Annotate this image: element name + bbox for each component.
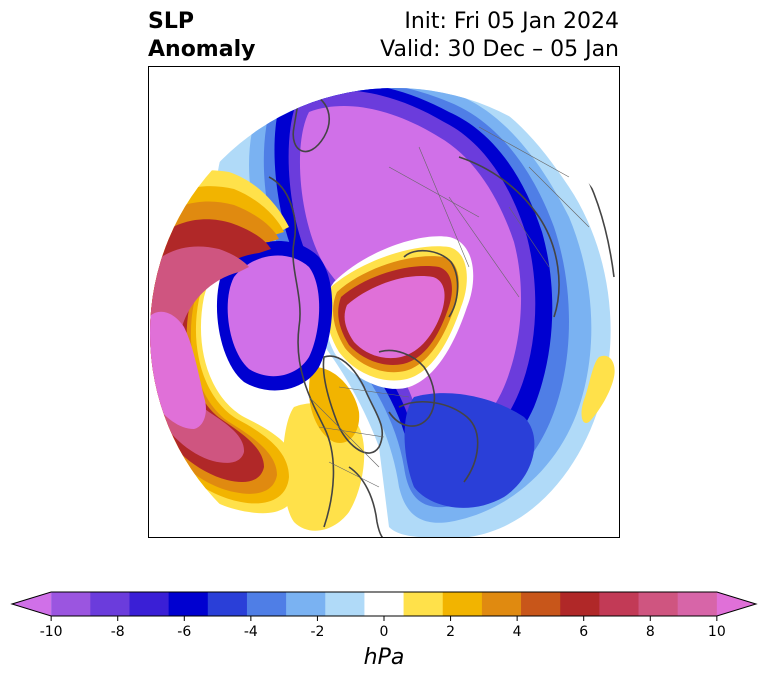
slp-anomaly-map bbox=[148, 66, 620, 538]
init-date-label: Init: Fri 05 Jan 2024 bbox=[404, 9, 619, 34]
forecast-dates: Init: Fri 05 Jan 2024 Valid: 30 Dec – 05… bbox=[380, 8, 619, 64]
colorbar-tick-label: -6 bbox=[177, 624, 191, 640]
colorbar-tick-label: 6 bbox=[579, 624, 588, 640]
colorbar-segment bbox=[168, 592, 209, 616]
colorbar-ticks: -10 -8 -6 -4 -2 0 2 4 6 8 10 bbox=[40, 616, 726, 640]
colorbar-segment bbox=[677, 592, 718, 616]
colorbar-segment bbox=[599, 592, 640, 616]
colorbar-segment bbox=[12, 592, 52, 616]
anomaly-shading-atlantic-fringe-high bbox=[581, 355, 615, 423]
colorbar-segment bbox=[246, 592, 287, 616]
colorbar-tick-label: 8 bbox=[646, 624, 655, 640]
colorbar-segment bbox=[403, 592, 444, 616]
colorbar-segment bbox=[364, 592, 405, 616]
colorbar-tick-label: 4 bbox=[513, 624, 522, 640]
map-title-line-1: SLP bbox=[148, 9, 194, 34]
colorbar-segment bbox=[521, 592, 561, 616]
anomaly-shading-atlantic-low-blue bbox=[404, 393, 535, 508]
valid-period-label: Valid: 30 Dec – 05 Jan bbox=[380, 37, 619, 62]
anomaly-shading-arctic-high-core bbox=[344, 276, 445, 359]
anomaly-shading-na-high-orange bbox=[309, 367, 360, 443]
colorbar-segment bbox=[90, 592, 130, 616]
colorbar-tick-label: 10 bbox=[708, 624, 726, 640]
map-title: SLP Anomaly bbox=[148, 8, 255, 64]
map-title-line-2: Anomaly bbox=[148, 37, 256, 62]
anomaly-shading-pacific-low-core bbox=[227, 255, 320, 377]
colorbar-segments bbox=[10, 591, 758, 617]
colorbar-tick-label: 2 bbox=[446, 624, 455, 640]
colorbar-tick-label: -10 bbox=[40, 624, 63, 640]
anomaly-shading-pacific-high-core bbox=[150, 311, 206, 429]
colorbar-segment bbox=[481, 592, 522, 616]
colorbar-tick-label: -2 bbox=[310, 624, 324, 640]
colorbar-segment bbox=[129, 592, 170, 616]
colorbar: -10 -8 -6 -4 -2 0 2 4 6 8 10 bbox=[10, 591, 758, 640]
colorbar-segment bbox=[560, 592, 600, 616]
colorbar-segment bbox=[638, 592, 679, 616]
colorbar-segment bbox=[442, 592, 483, 616]
colorbar-unit-label: hPa bbox=[363, 645, 405, 670]
colorbar-tick-label: -4 bbox=[244, 624, 258, 640]
colorbar-segment bbox=[325, 592, 365, 616]
colorbar-tick-label: 0 bbox=[380, 624, 389, 640]
colorbar-segment bbox=[716, 592, 756, 616]
colorbar-segment bbox=[207, 592, 248, 616]
map-canvas bbox=[150, 88, 615, 537]
colorbar-segment bbox=[286, 592, 326, 616]
political-borders bbox=[308, 126, 590, 488]
colorbar-tick-label: -8 bbox=[111, 624, 125, 640]
colorbar-segment bbox=[51, 592, 91, 616]
